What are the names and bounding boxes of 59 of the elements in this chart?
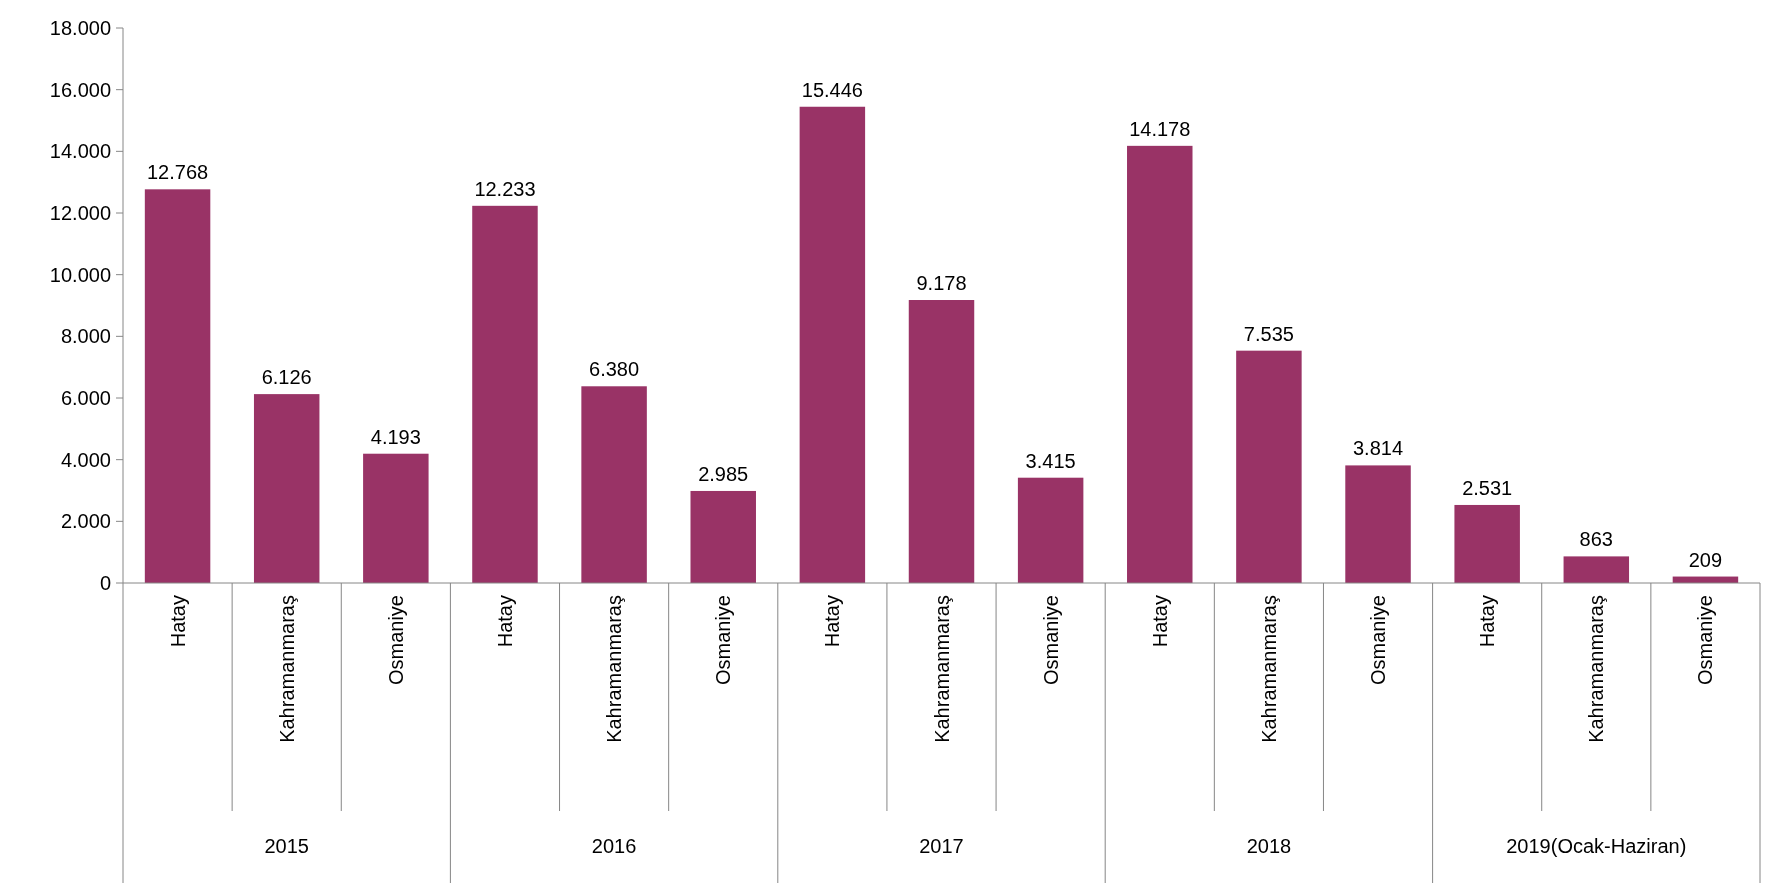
y-tick-label: 2.000 [60,510,111,533]
data-label: 12.233 [474,177,536,200]
bar [1236,350,1302,583]
x-tick-label: Osmaniye [1039,595,1062,686]
y-tick-label: 4.000 [60,448,111,471]
x-tick-label: Osmaniye [712,595,735,686]
data-label: 6.126 [261,366,312,389]
y-tick-label: 8.000 [60,325,111,348]
y-tick-label: 16.000 [49,78,111,101]
data-label: 3.415 [1025,449,1076,472]
data-label: 7.535 [1243,322,1294,345]
text: 2019(Ocak-Haziran) [1506,835,1687,857]
y-tick-label: 18.000 [49,17,111,39]
x-tick-label: Hatay [1148,595,1171,648]
data-label: 9.178 [916,272,967,295]
bar [581,386,647,583]
bar [1345,465,1411,583]
y-tick-label: 10.000 [49,263,111,286]
x-tick-label: Hatay [166,595,189,648]
text: 2018 [1246,835,1292,857]
bar [908,300,975,583]
x-tick-label: Osmaniye [1367,595,1390,686]
text: 2016 [591,835,637,857]
x-tick-label: Hatay [493,595,516,648]
x-tick-label: Kahramanmaraş [930,595,953,743]
x-tick-label: Kahramanmaraş [1257,595,1280,743]
bar [1127,145,1193,583]
bar [253,394,320,583]
bar [690,490,756,583]
data-label: 863 [1579,528,1613,551]
bar [363,453,429,583]
x-tick-label: Kahramanmaraş [603,595,626,743]
data-label: 15.446 [801,78,863,101]
bar [144,189,211,583]
x-tick-label: Kahramanmaraş [275,595,298,743]
data-label: 3.814 [1353,437,1404,460]
bar [1454,504,1520,583]
bar [472,205,538,583]
y-tick-label: 12.000 [49,202,111,224]
x-tick-label: Kahramanmaraş [1585,595,1608,743]
bar [799,106,866,583]
x-tick-label: Osmaniye [384,595,407,686]
x-tick-label: Osmaniye [1694,595,1717,686]
text: 2017 [919,835,964,857]
y-tick-label: 0 [99,572,111,594]
bar [1017,477,1084,583]
data-label: 4.193 [370,425,421,448]
data-label: 12.768 [146,161,209,184]
data-label: 6.380 [589,358,640,381]
x-tick-label: Hatay [821,595,844,648]
data-label: 2.985 [698,462,749,485]
x-tick-label: Hatay [1476,595,1499,648]
data-label: 209 [1688,548,1723,571]
data-label: 14.178 [1129,117,1191,140]
text: 2015 [264,835,309,857]
y-tick-label: 14.000 [49,140,111,163]
bar [1563,556,1630,583]
y-tick-label: 6.000 [60,387,111,409]
data-label: 2.531 [1462,476,1513,499]
